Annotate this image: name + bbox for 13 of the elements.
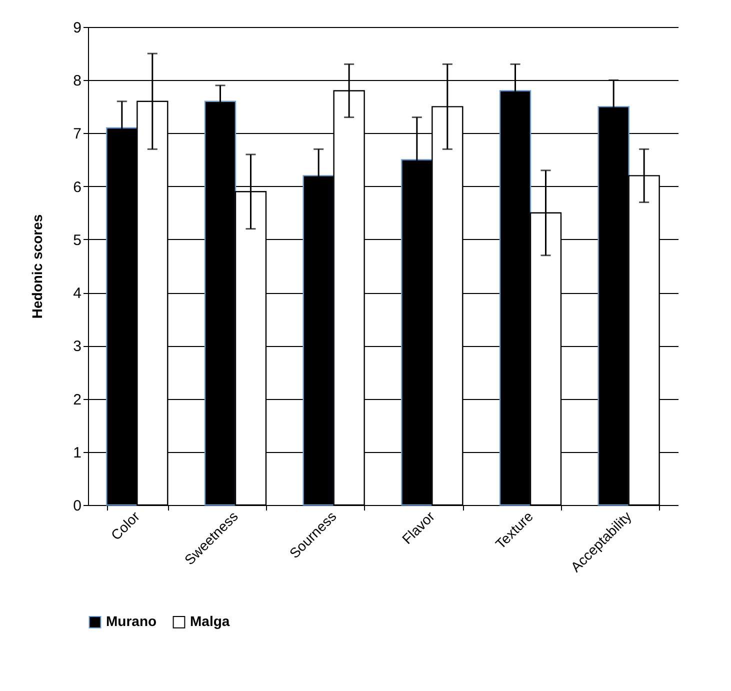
y-tick-label: 8 [73,72,82,90]
legend-label: Murano [106,613,157,630]
legend-label: Malga [190,613,230,630]
y-axis-title: Hedonic scores [29,214,46,319]
y-tick-label: 4 [73,285,82,302]
y-tick-label: 9 [73,20,82,36]
y-tick-label: 0 [73,498,82,514]
y-tick-label: 3 [73,338,82,356]
y-tick-label: 5 [73,232,82,249]
y-tick-label: 1 [73,444,82,462]
y-tick-label: 6 [73,178,82,196]
y-tick-label: 7 [73,126,82,143]
y-tick-label: 2 [73,391,82,408]
